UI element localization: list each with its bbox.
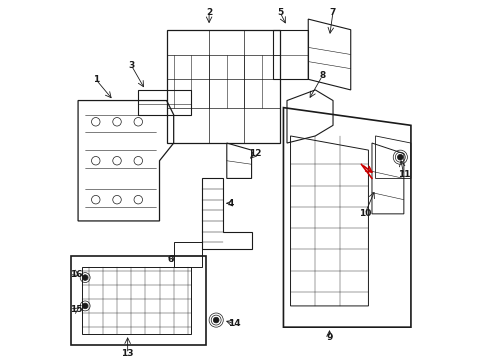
Text: 11: 11 xyxy=(397,170,409,179)
Circle shape xyxy=(397,154,402,160)
Text: 14: 14 xyxy=(227,319,240,328)
Text: 4: 4 xyxy=(227,199,233,208)
Text: 2: 2 xyxy=(205,8,212,17)
Text: 12: 12 xyxy=(248,149,261,158)
Text: 9: 9 xyxy=(325,333,332,342)
Circle shape xyxy=(213,317,219,323)
Text: 16: 16 xyxy=(70,270,82,279)
Circle shape xyxy=(82,275,88,280)
Text: 3: 3 xyxy=(128,60,134,69)
Text: 7: 7 xyxy=(329,8,336,17)
Text: 1: 1 xyxy=(92,75,99,84)
Bar xyxy=(71,256,205,345)
Text: 6: 6 xyxy=(167,255,173,264)
Text: 15: 15 xyxy=(70,305,82,314)
Text: 10: 10 xyxy=(358,210,370,219)
Text: 8: 8 xyxy=(319,71,325,80)
Text: 13: 13 xyxy=(121,349,134,358)
Text: 5: 5 xyxy=(276,8,283,17)
Circle shape xyxy=(82,303,88,309)
